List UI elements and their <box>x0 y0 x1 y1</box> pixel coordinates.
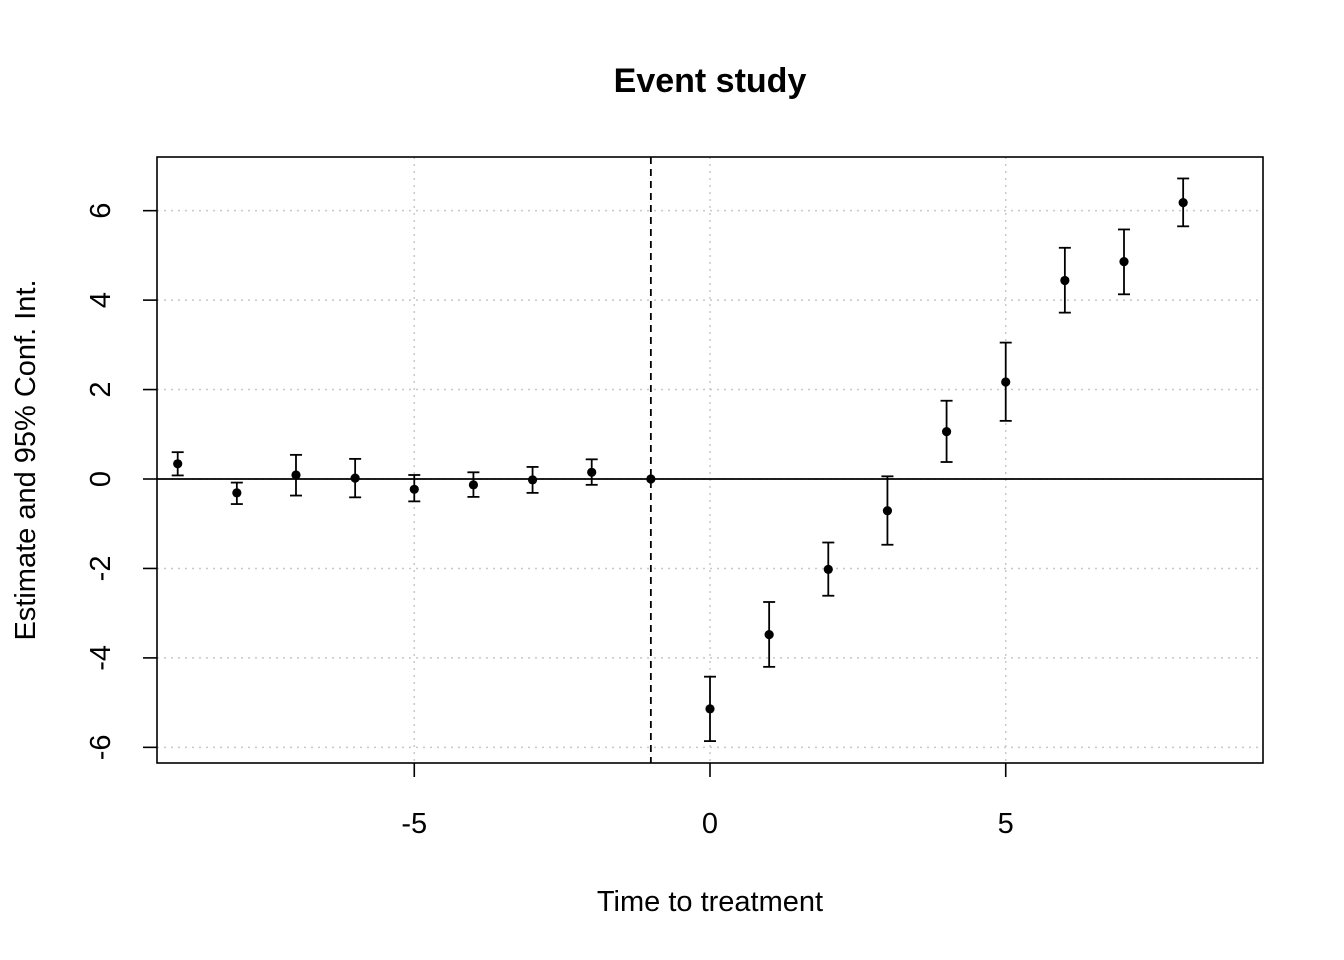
grid-lines <box>157 157 1263 763</box>
estimate-point <box>882 506 893 516</box>
estimate-point <box>764 630 774 640</box>
estimate-point <box>1178 198 1188 208</box>
estimate-point <box>705 704 715 714</box>
y-tick-label: 0 <box>85 471 117 487</box>
y-tick-label: -6 <box>85 734 117 760</box>
data-marks <box>171 177 1190 742</box>
estimate-point <box>173 459 183 469</box>
estimate-point <box>350 473 360 483</box>
y-tick-label: -2 <box>85 556 117 582</box>
y-axis: -6 -4 -2 0 2 4 6 <box>85 203 157 760</box>
estimate-point <box>1119 257 1129 267</box>
y-tick-label: 2 <box>85 381 117 397</box>
y-tick-label: 6 <box>85 203 117 219</box>
x-axis: -5 0 5 <box>401 763 1014 840</box>
estimate-point <box>941 427 952 437</box>
estimate-point <box>823 564 833 574</box>
x-axis-label: Time to treatment <box>597 886 823 918</box>
estimate-point <box>1001 377 1011 387</box>
estimate-point <box>291 470 301 480</box>
y-axis-label: Estimate and 95% Conf. Int. <box>10 279 42 640</box>
x-tick-label: -5 <box>401 808 427 840</box>
x-tick-label: 5 <box>998 808 1014 840</box>
x-tick-label: 0 <box>702 808 718 840</box>
estimate-point <box>646 474 656 484</box>
estimate-point <box>527 475 538 485</box>
estimate-point <box>468 480 479 490</box>
chart-title: Event study <box>614 62 807 100</box>
estimate-point <box>409 484 419 494</box>
estimate-point <box>587 467 597 477</box>
y-tick-label: 4 <box>85 292 117 308</box>
reference-lines <box>157 157 1263 763</box>
y-tick-label: -4 <box>85 645 117 671</box>
estimate-point <box>232 488 242 498</box>
estimate-point <box>1060 275 1070 286</box>
